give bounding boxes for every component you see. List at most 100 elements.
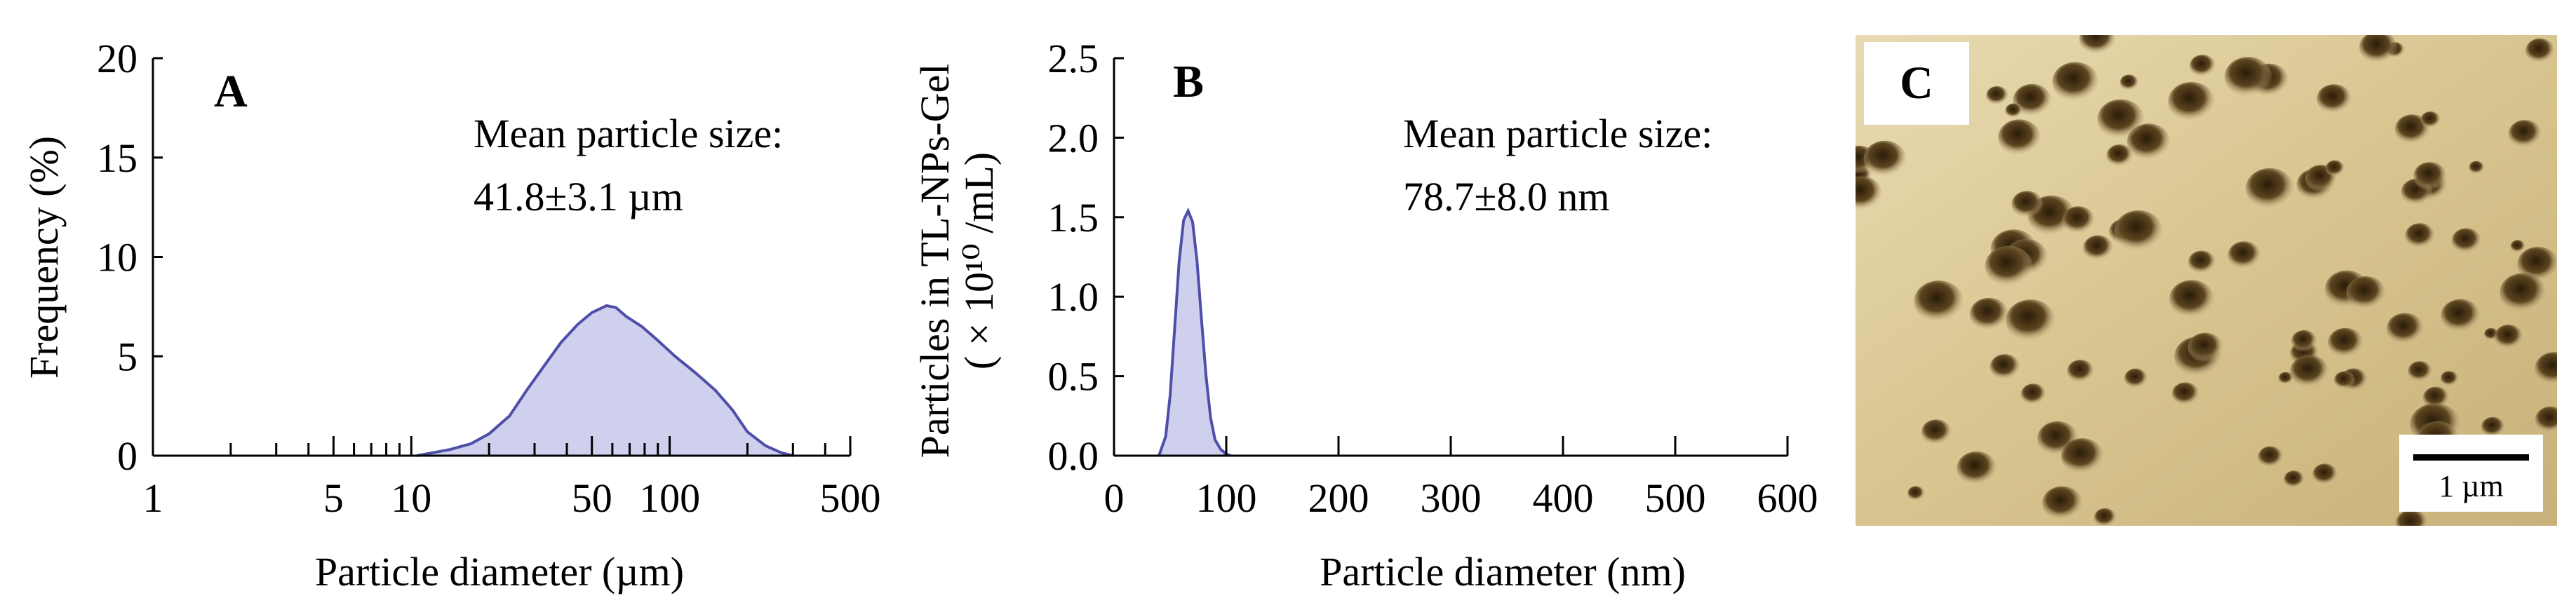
surface-pit bbox=[2042, 486, 2083, 521]
surface-pit bbox=[2441, 299, 2481, 333]
surface-pit bbox=[1986, 86, 2008, 105]
scale-bar-line bbox=[2413, 454, 2529, 461]
surface-pit bbox=[2334, 371, 2356, 390]
chart-b-x-tick-label: 100 bbox=[1196, 475, 1257, 521]
chart-b-x-tick-label: 400 bbox=[1533, 475, 1594, 521]
chart-a-x-tick-label: 5 bbox=[323, 475, 344, 521]
surface-pit bbox=[2093, 508, 2117, 526]
surface-pit bbox=[2535, 406, 2557, 433]
chart-b-y-ticks: 0.0 0.5 1.0 1.5 2.0 2.5 bbox=[1048, 36, 1124, 479]
surface-pit bbox=[2500, 273, 2547, 313]
chart-b-x-tick-label: 200 bbox=[1308, 475, 1369, 521]
surface-pit bbox=[2328, 327, 2363, 358]
chart-b-y-tick-label: 0.0 bbox=[1048, 433, 1099, 479]
surface-pit bbox=[2346, 276, 2386, 310]
surface-pit bbox=[1863, 140, 1907, 177]
surface-pit bbox=[2508, 120, 2542, 149]
surface-pit bbox=[2283, 470, 2305, 489]
surface-pit bbox=[2106, 144, 2133, 167]
surface-pit bbox=[2258, 446, 2283, 468]
chart-a-y-tick-label: 15 bbox=[97, 135, 137, 181]
chart-b-y-tick-label: 0.5 bbox=[1048, 354, 1099, 400]
surface-pit bbox=[1969, 297, 2008, 331]
chart-a-y-tick-label: 10 bbox=[97, 235, 137, 280]
surface-pit bbox=[1914, 280, 1964, 323]
surface-pit bbox=[1957, 451, 1997, 486]
surface-pit bbox=[2020, 383, 2046, 405]
surface-pit bbox=[2278, 372, 2293, 385]
chart-b-panel-label: B bbox=[1173, 56, 1204, 107]
surface-pit bbox=[2386, 313, 2424, 345]
scale-bar: 1 µm bbox=[2399, 435, 2543, 512]
surface-pit bbox=[2420, 111, 2441, 128]
surface-pit bbox=[2171, 382, 2199, 406]
chart-a-x-tick-label: 10 bbox=[391, 475, 431, 521]
surface-pit bbox=[2189, 55, 2216, 77]
chart-a-x-tick-label: 1 bbox=[143, 475, 163, 521]
chart-a-x-tick-label: 500 bbox=[820, 475, 881, 521]
surface-pit bbox=[2517, 247, 2557, 283]
surface-pit bbox=[2067, 360, 2095, 383]
surface-pit bbox=[2061, 438, 2104, 475]
chart-a-y-tick-label: 0 bbox=[117, 433, 137, 479]
surface-pit bbox=[2422, 386, 2450, 409]
surface-pit bbox=[2227, 241, 2261, 269]
surface-pit bbox=[2440, 371, 2459, 387]
surface-pit bbox=[2011, 191, 2044, 218]
chart-a-x-tick-label: 100 bbox=[639, 475, 700, 521]
surface-pit bbox=[2246, 168, 2294, 210]
surface-pit bbox=[1856, 176, 1882, 210]
surface-pit bbox=[1990, 354, 2020, 380]
surface-pit bbox=[2316, 84, 2352, 114]
chart-b-area-fill bbox=[1159, 210, 1231, 456]
surface-pit bbox=[2187, 332, 2223, 362]
panel-c-label-box: C bbox=[1864, 42, 1969, 125]
surface-pit bbox=[2535, 352, 2557, 385]
surface-pit bbox=[1998, 119, 2041, 156]
surface-pit bbox=[2013, 83, 2052, 117]
scale-bar-label: 1 µm bbox=[2439, 469, 2504, 503]
chart-a-area-fill bbox=[417, 306, 793, 456]
chart-b-y-tick-label: 2.0 bbox=[1048, 115, 1099, 161]
chart-b-x-tick-label: 600 bbox=[1757, 475, 1818, 521]
surface-pit bbox=[2291, 329, 2317, 353]
chart-a-y-axis-label: Frequency (%) bbox=[21, 136, 67, 379]
surface-pit bbox=[2510, 240, 2525, 253]
chart-a-x-axis-label: Particle diameter (µm) bbox=[315, 549, 684, 594]
surface-pit bbox=[2083, 235, 2113, 261]
surface-pit bbox=[2408, 361, 2433, 382]
chart-a-x-ticks: 1 5 10 50 100 500 bbox=[143, 436, 881, 521]
chart-b-x-tick-label: 0 bbox=[1104, 475, 1125, 521]
surface-pit bbox=[2395, 510, 2428, 526]
chart-b-x-ticks: 0 100 200 300 400 500 600 bbox=[1104, 436, 1818, 521]
surface-pit bbox=[1907, 486, 1925, 501]
chart-a-distribution-line bbox=[416, 304, 793, 457]
surface-pit bbox=[1985, 245, 2033, 287]
surface-pit bbox=[1921, 419, 1952, 445]
panel-c-label: C bbox=[1900, 57, 1933, 109]
chart-b-x-tick-label: 300 bbox=[1421, 475, 1482, 521]
surface-pit bbox=[2005, 103, 2022, 118]
chart-a-y-ticks: 0 5 10 15 20 bbox=[97, 36, 163, 479]
chart-b-x-tick-label: 500 bbox=[1645, 475, 1706, 521]
surface-pit bbox=[2359, 35, 2398, 64]
chart-b-x-axis-label: Particle diameter (nm) bbox=[1320, 549, 1686, 594]
surface-micrograph: C 1 µm bbox=[1856, 35, 2557, 526]
surface-pit bbox=[2052, 62, 2099, 102]
surface-pit bbox=[2169, 280, 2215, 319]
surface-pit bbox=[2413, 162, 2447, 191]
chart-b-annotation-line2: 78.7±8.0 nm bbox=[1403, 174, 1609, 219]
surface-pit bbox=[2079, 35, 2116, 55]
chart-b-y-tick-label: 2.5 bbox=[1048, 36, 1099, 81]
surface-pit bbox=[2290, 355, 2329, 388]
surface-pit bbox=[2225, 57, 2272, 97]
chart-a-panel-label: A bbox=[214, 66, 248, 117]
surface-pit bbox=[2451, 228, 2481, 254]
chart-b-y-axis-label-line2: ( × 10¹⁰ /mL) bbox=[956, 152, 1002, 369]
chart-b-distribution-line bbox=[1158, 207, 1232, 457]
surface-pit bbox=[2006, 299, 2055, 342]
chart-b-y-axis-label-line1: Particles in TL-NPs-Gel bbox=[912, 64, 958, 458]
surface-pit bbox=[2062, 206, 2095, 234]
